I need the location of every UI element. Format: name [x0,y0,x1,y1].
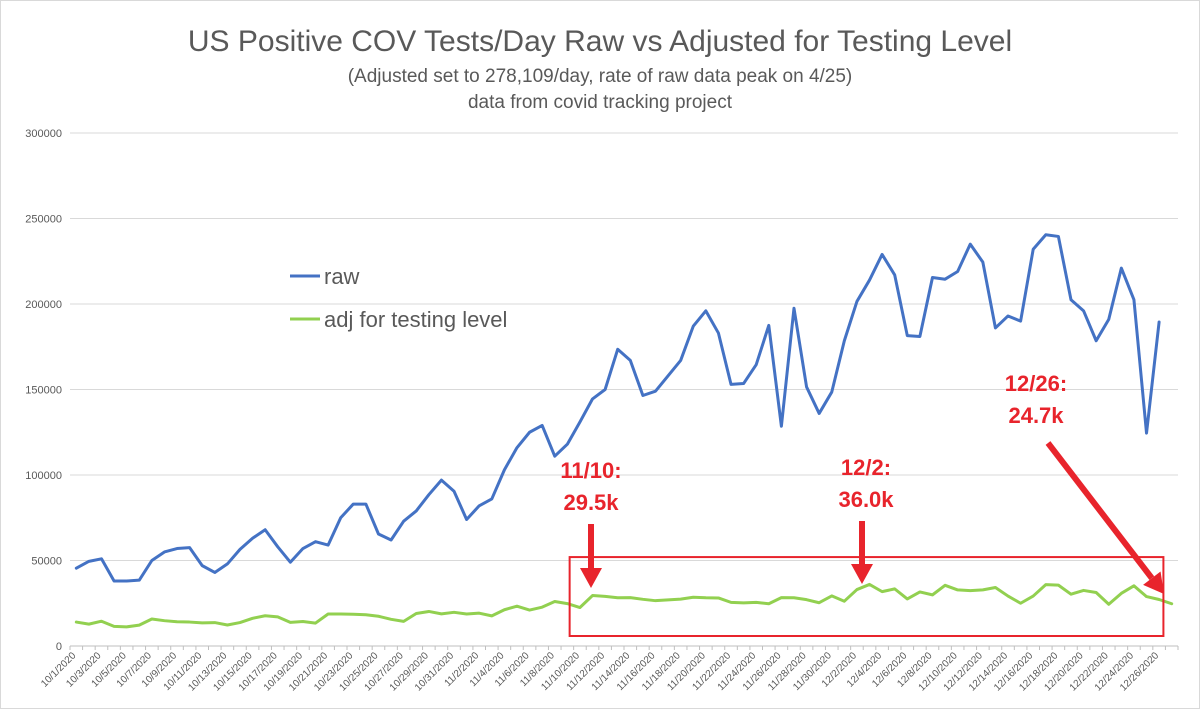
arrow-head [1143,571,1164,594]
arrow-shaft [1045,441,1155,580]
legend: raw adj for testing level [290,264,507,332]
series-line-raw [74,233,1161,583]
y-tick-label: 150000 [25,385,62,397]
gridlines [70,132,1178,647]
legend-label: adj for testing level [324,307,507,332]
annotations: 11/10: 29.5k 12/2: 36.0k 12/26: 24.7k [560,371,1165,638]
y-tick-label: 250000 [25,214,62,226]
annotation-value: 29.5k [563,490,619,515]
y-tick-label: 0 [56,641,62,653]
annotation-date: 12/2: [841,455,891,480]
y-tick-label: 300000 [25,128,62,140]
annotation-arrow [580,524,602,588]
series-lines [74,233,1174,629]
y-tick-label: 50000 [31,556,62,568]
arrow-head [851,564,873,584]
series-line-adj [74,582,1174,629]
highlight-box [568,556,1165,638]
annotation-arrow [1045,441,1164,594]
arrow-head [580,568,602,588]
y-tick-label: 200000 [25,299,62,311]
annotation-value: 36.0k [838,487,894,512]
chart-subtitle-2: data from covid tracking project [468,92,733,113]
annotation-arrow [851,521,873,584]
y-axis-ticks: 0 50000 100000 150000 200000 250000 300000 [25,128,62,653]
annotation-date: 11/10: [560,458,621,483]
annotation-date: 12/26: [1005,371,1067,396]
chart-subtitle-1: (Adjusted set to 278,109/day, rate of ra… [348,66,853,87]
legend-label: raw [324,264,360,289]
y-tick-label: 100000 [25,470,62,482]
annotation-value: 24.7k [1008,403,1064,428]
chart-title: US Positive COV Tests/Day Raw vs Adjuste… [188,25,1012,58]
